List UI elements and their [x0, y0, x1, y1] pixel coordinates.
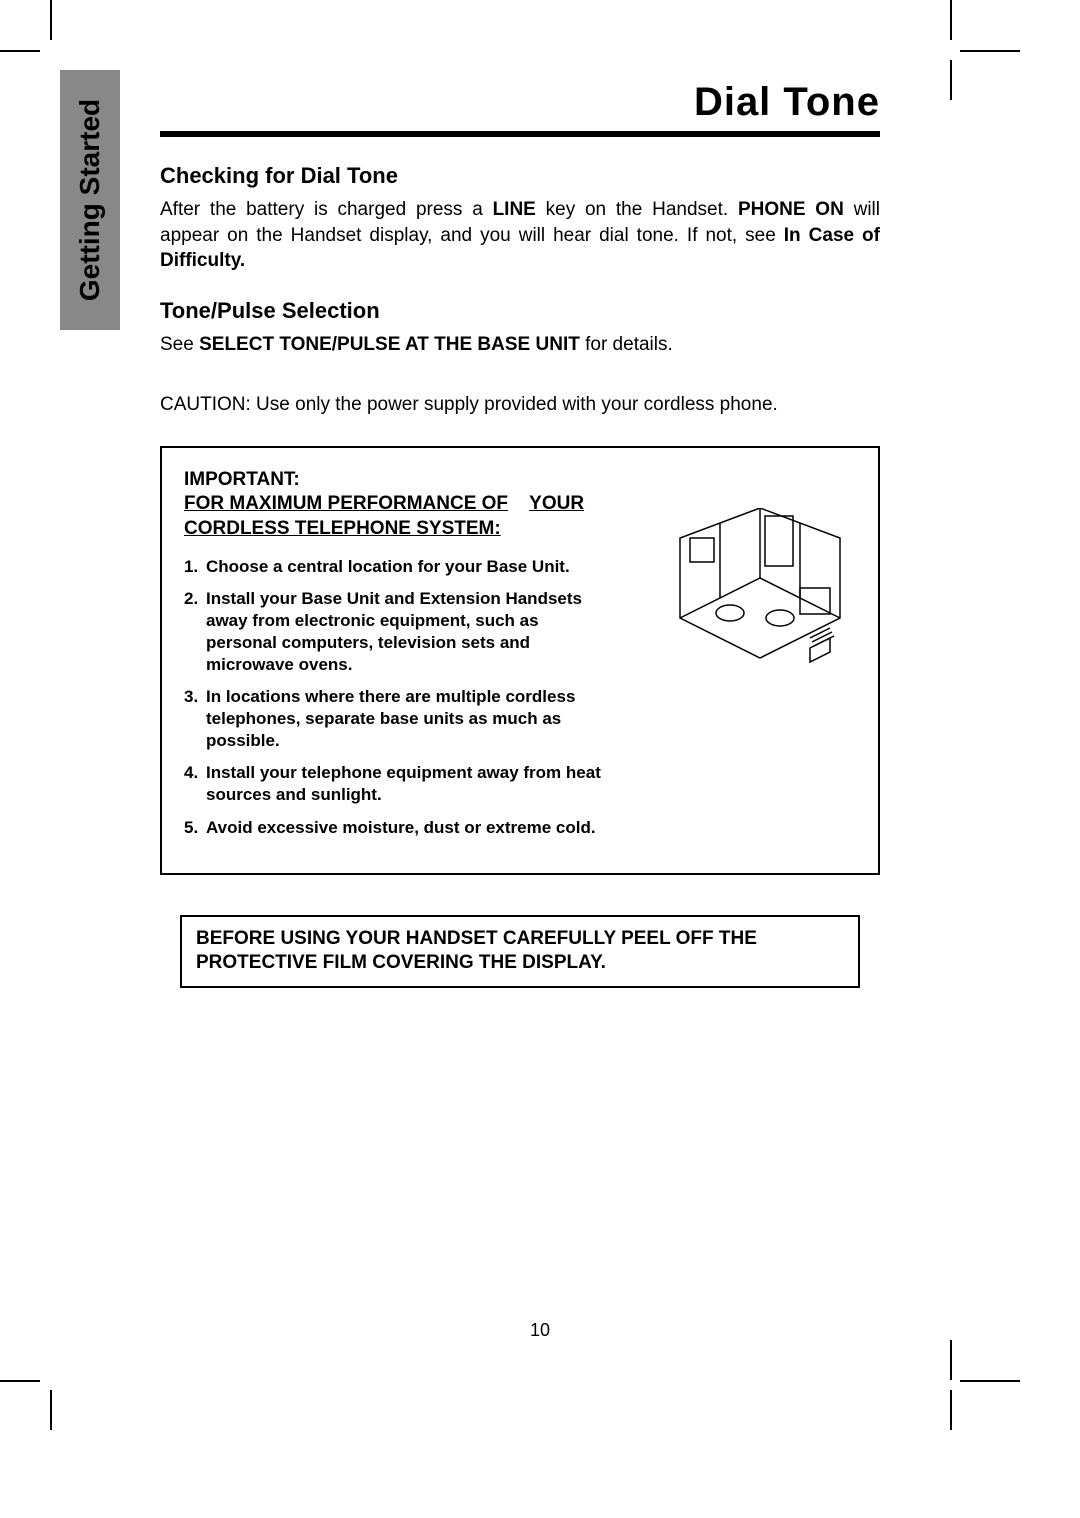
page-title: Dial Tone — [160, 80, 880, 125]
list-text: Avoid excessive moisture, dust or extrem… — [206, 817, 604, 839]
list-num: 2. — [184, 588, 206, 676]
text-bold: SELECT TONE/PULSE AT THE BASE UNIT — [199, 334, 580, 355]
text-bold: PROTECTIVE FILM COVERING THE DISPLAY. — [196, 952, 606, 973]
caution-line: CAUTION: Use only the power supply provi… — [160, 394, 880, 416]
list-num: 1. — [184, 556, 206, 578]
crop-mark — [950, 0, 952, 40]
crop-mark — [950, 1340, 952, 1380]
crop-mark — [950, 1390, 952, 1430]
caution-text: : Use only the power supply provided wit… — [246, 394, 778, 415]
important-box: IMPORTANT: FOR MAXIMUM PERFORMANCE OF YO… — [160, 446, 880, 875]
text-bold: LINE — [493, 199, 536, 220]
text-underline: FOR MAXIMUM PERFORMANCE OF — [184, 493, 508, 514]
text-bold: PHONE ON — [738, 199, 844, 220]
important-list: 1.Choose a central location for your Bas… — [184, 556, 604, 839]
list-text: Choose a central location for your Base … — [206, 556, 604, 578]
crop-mark — [0, 50, 40, 52]
section-tab: Getting Started — [60, 70, 120, 330]
list-text: Install your telephone equipment away fr… — [206, 762, 604, 806]
crop-mark — [50, 1390, 52, 1430]
text: See — [160, 334, 199, 355]
text-bold: BEFORE USING YOUR HANDSET CAREFULLY PEEL… — [196, 928, 757, 949]
list-item: 5.Avoid excessive moisture, dust or extr… — [184, 817, 604, 839]
heading-checking: Checking for Dial Tone — [160, 163, 880, 189]
list-text: Install your Base Unit and Extension Han… — [206, 588, 604, 676]
crop-mark — [0, 1380, 40, 1382]
para-checking: After the battery is charged press a LIN… — [160, 197, 880, 274]
para-tonepulse: See SELECT TONE/PULSE AT THE BASE UNIT f… — [160, 332, 880, 358]
crop-mark — [950, 60, 952, 100]
text: key on the Handset. — [536, 199, 738, 220]
title-rule — [160, 131, 880, 137]
text-underline: YOUR — [529, 493, 584, 514]
text: After the battery is charged press a — [160, 199, 493, 220]
crop-mark — [50, 0, 52, 40]
room-diagram-icon — [660, 508, 860, 678]
text-bold: IMPORTANT: — [184, 469, 300, 490]
section-tab-label: Getting Started — [74, 99, 106, 301]
crop-mark — [960, 50, 1020, 52]
caution-label: CAUTION — [160, 394, 246, 415]
list-item: 4.Install your telephone equipment away … — [184, 762, 604, 806]
text-underline: CORDLESS TELEPHONE SYSTEM: — [184, 518, 501, 539]
page-content: Dial Tone Checking for Dial Tone After t… — [160, 80, 880, 988]
list-item: 1.Choose a central location for your Bas… — [184, 556, 604, 578]
list-text: In locations where there are multiple co… — [206, 686, 604, 752]
list-item: 3.In locations where there are multiple … — [184, 686, 604, 752]
page-number: 10 — [0, 1320, 1080, 1341]
text: for details. — [580, 334, 673, 355]
heading-tonepulse: Tone/Pulse Selection — [160, 298, 880, 324]
peel-film-box: BEFORE USING YOUR HANDSET CAREFULLY PEEL… — [180, 915, 860, 988]
list-num: 3. — [184, 686, 206, 752]
list-num: 4. — [184, 762, 206, 806]
list-num: 5. — [184, 817, 206, 839]
list-item: 2.Install your Base Unit and Extension H… — [184, 588, 604, 676]
crop-mark — [960, 1380, 1020, 1382]
